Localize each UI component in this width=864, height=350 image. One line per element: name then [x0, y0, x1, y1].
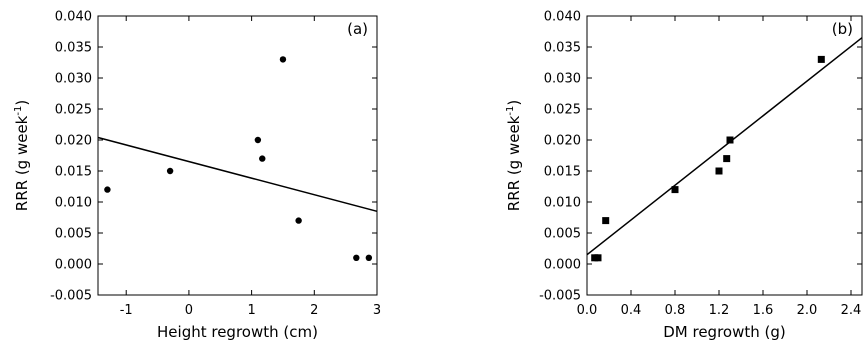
- x-tick-label: 0: [185, 303, 193, 318]
- data-point: [715, 167, 723, 175]
- panel-a: -0.005 0.000 0.005 0.010 0.015 0.020 0.025 0.03…: [13, 10, 381, 342]
- y-axis-title: RRR (g week-1): [13, 100, 31, 211]
- data-point: [166, 167, 174, 175]
- x-tick-label: 2.0: [797, 303, 818, 318]
- data-point: [295, 217, 302, 224]
- y-tick-label: 0.025: [55, 103, 92, 118]
- regression-line: [586, 37, 863, 256]
- x-tick-label: 1.6: [753, 303, 774, 318]
- y-tick-label: -0.005: [539, 289, 581, 304]
- x-tick-label: 1: [247, 303, 255, 318]
- y-tick-label: 0.010: [544, 196, 581, 211]
- data-point: [602, 217, 610, 225]
- regression-line: [97, 136, 378, 213]
- y-axis-title: RRR (g week-1): [505, 100, 523, 211]
- data-point: [104, 186, 111, 193]
- y-tick-label: 0.025: [544, 103, 581, 118]
- y-tick-label: 0.040: [544, 10, 581, 25]
- x-tick-label: 0.4: [621, 303, 642, 318]
- x-tick-label: -1: [120, 303, 133, 318]
- panel-label: (a): [347, 20, 368, 38]
- y-tick-label: -0.005: [50, 289, 92, 304]
- y-tick-label: 0.035: [544, 41, 581, 56]
- x-tick-label: 2: [310, 303, 318, 318]
- y-tick-label: 0.015: [544, 165, 581, 180]
- data-point: [594, 254, 602, 262]
- plot-frame: [97, 15, 378, 296]
- data-point: [353, 254, 360, 261]
- data-point: [365, 254, 373, 261]
- panel-b: -0.005 0.000 0.005 0.010 0.015 0.020 0.025 0.03…: [505, 10, 863, 341]
- data-point: [259, 155, 266, 162]
- data-point: [726, 136, 734, 144]
- y-tick-label: 0.005: [544, 227, 581, 242]
- plot-frame: [586, 15, 863, 296]
- panel-label: (b): [832, 20, 853, 38]
- x-tick-label: 0.8: [665, 303, 686, 318]
- data-point: [671, 186, 679, 194]
- y-tick-label: 0.030: [544, 72, 581, 87]
- x-tick-label: 0.0: [577, 303, 598, 318]
- y-tick-label: 0.020: [544, 134, 581, 149]
- y-tick-label: 0.020: [55, 134, 92, 149]
- y-tick-label: 0.000: [544, 258, 581, 273]
- y-tick-label: 0.010: [55, 196, 92, 211]
- x-axis-title: DM regrowth (g): [663, 323, 786, 341]
- x-axis-title: Height regrowth (cm): [157, 323, 318, 341]
- y-tick-label: 0.035: [55, 41, 92, 56]
- data-point: [817, 55, 825, 63]
- y-tick-label: 0.000: [55, 258, 92, 273]
- y-tick-label: 0.040: [55, 10, 92, 25]
- y-tick-label: 0.005: [55, 227, 92, 242]
- data-point: [279, 56, 287, 63]
- y-tick-label: 0.015: [55, 165, 92, 180]
- x-tick-label: 1.2: [709, 303, 730, 318]
- y-tick-label: 0.030: [55, 72, 92, 87]
- data-point: [254, 136, 262, 144]
- x-tick-label: 3: [373, 303, 381, 318]
- data-point: [723, 155, 731, 163]
- x-tick-label: 2.4: [841, 303, 862, 318]
